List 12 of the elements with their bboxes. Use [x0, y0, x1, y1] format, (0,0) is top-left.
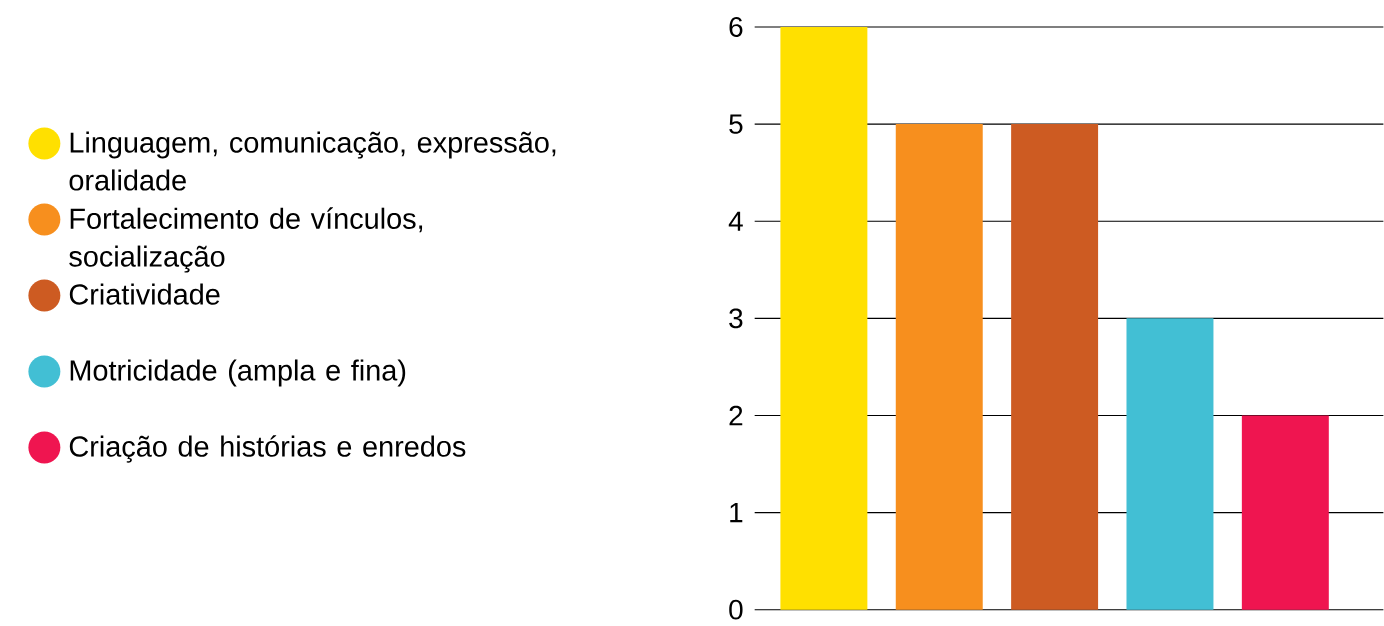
legend-label: Criação de histórias e enredos [69, 435, 466, 463]
legend-label: Linguagem, comunicação, expressão, oralidade [69, 131, 556, 191]
y-tick-label: 1 [730, 502, 743, 523]
y-tick-label: 3 [729, 308, 743, 329]
y-tick-label: 0 [729, 599, 743, 620]
y-tick-label: 6 [729, 17, 743, 37]
y-tick-label: 2 [729, 405, 743, 426]
legend-label: Motricidade (ampla e fina) [70, 359, 406, 387]
legend-label: Fortalecimento de vínculos, socialização [69, 207, 423, 273]
legend-label: Criatividade [69, 283, 220, 305]
y-tick-label: 5 [729, 114, 743, 134]
y-tick-label: 4 [728, 211, 743, 231]
